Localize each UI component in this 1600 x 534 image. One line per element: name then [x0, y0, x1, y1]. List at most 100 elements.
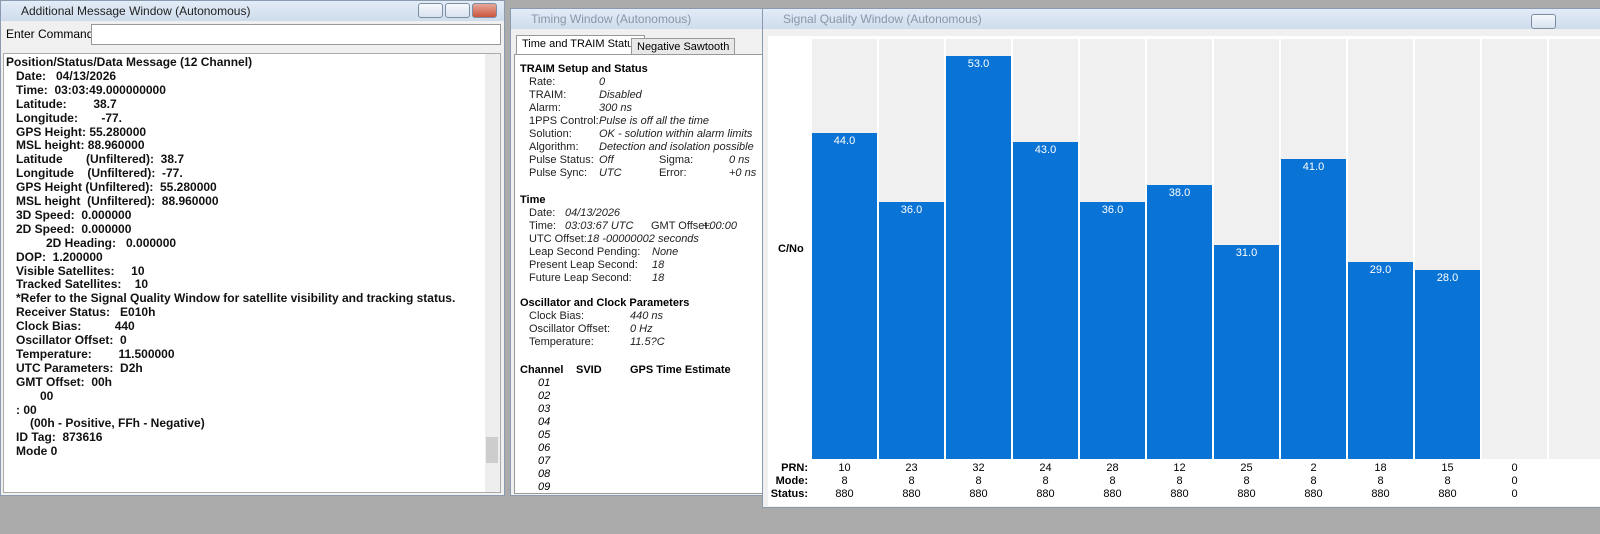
- row-label: Mode:: [775, 475, 808, 487]
- channel-number: 02: [538, 390, 551, 402]
- field-label: Leap Second Pending:: [529, 246, 641, 258]
- prn-value: 0: [1511, 462, 1518, 474]
- field-label: Time:: [529, 220, 557, 232]
- field-label: Error:: [659, 167, 687, 179]
- channel-column: [1482, 39, 1547, 459]
- signal-window: Signal Quality Window (Autonomous) C/No 4…: [762, 8, 1600, 508]
- status-value: 880: [835, 488, 854, 500]
- status-value: 880: [1036, 488, 1055, 500]
- status-value: 880: [1438, 488, 1457, 500]
- bar-value-label: 31.0: [1235, 246, 1258, 259]
- command-label: Enter Command:: [6, 27, 97, 41]
- tab[interactable]: Negative Sawtooth: [631, 38, 736, 55]
- message-line: *Refer to the Signal Quality Window for …: [16, 291, 456, 306]
- field-label: Pulse Sync:: [529, 167, 588, 179]
- signal-bar: [1147, 184, 1212, 459]
- message-line: 00: [40, 388, 54, 403]
- scrollbar[interactable]: [485, 54, 500, 492]
- mode-value: 8: [1042, 475, 1049, 487]
- mode-value: 0: [1511, 475, 1518, 487]
- field-label: Algorithm:: [529, 141, 579, 153]
- message-line: MSL height (Unfiltered): 88.960000: [16, 194, 219, 208]
- mode-value: 8: [1109, 475, 1116, 487]
- field-label: Solution:: [529, 128, 572, 140]
- timing-window: Timing Window (Autonomous) Time and TRAI…: [510, 8, 800, 496]
- field-label: Alarm:: [529, 102, 561, 114]
- field-label: Sigma:: [659, 154, 694, 166]
- message-line: Position/Status/Data Message (12 Channel…: [6, 55, 253, 69]
- signal-bar: [1415, 270, 1480, 459]
- prn-value: 15: [1441, 462, 1454, 474]
- prn-value: 12: [1173, 462, 1186, 474]
- field-label: Future Leap Second:: [529, 272, 632, 284]
- message-line: Time: 03:03:49.000000000: [16, 82, 166, 97]
- bar-value-label: 44.0: [833, 135, 856, 148]
- section-heading: TRAIM Setup and Status: [520, 63, 648, 75]
- bar-value-label: 28.0: [1436, 272, 1459, 285]
- channel-header: Channel: [520, 364, 564, 376]
- message-line: Oscillator Offset: 0: [16, 333, 127, 347]
- command-input[interactable]: [91, 24, 501, 45]
- close-button[interactable]: [472, 3, 497, 18]
- field-label: Oscillator Offset:: [529, 323, 611, 335]
- row-label: Status:: [770, 488, 808, 500]
- row-label: PRN:: [781, 462, 808, 474]
- channel-column: [1549, 39, 1600, 459]
- status-value: 880: [969, 488, 988, 500]
- field-value: 03:03:67 UTC: [565, 220, 634, 232]
- prn-value: 18: [1374, 462, 1387, 474]
- signal-bar: [1080, 201, 1145, 459]
- message-line: GPS Height (Unfiltered): 55.280000: [16, 180, 217, 195]
- signal-bar: [1281, 159, 1346, 459]
- channel-number: 03: [538, 403, 551, 415]
- mode-value: 8: [1176, 475, 1183, 487]
- signal-bar: [1013, 141, 1078, 459]
- message-line: Date: 04/13/2026: [16, 68, 117, 83]
- message-body: Position/Status/Data Message (12 Channel…: [3, 53, 501, 493]
- field-label: TRAIM:: [529, 89, 567, 101]
- bar-value-label: 29.0: [1369, 263, 1392, 276]
- message-line: : 00: [16, 402, 37, 417]
- field-label: Temperature:: [529, 336, 594, 348]
- message-line: ID Tag: 873616: [16, 430, 103, 445]
- tab[interactable]: Time and TRAIM Status: [516, 35, 645, 55]
- message-line: 2D Heading: 0.000000: [46, 235, 177, 250]
- maximize-button[interactable]: [445, 3, 470, 18]
- signal-bar: [1214, 244, 1279, 459]
- status-value: 880: [1170, 488, 1189, 500]
- field-value: OK - solution within alarm limits: [599, 128, 753, 140]
- field-label: Present Leap Second:: [529, 259, 638, 271]
- field-value: None: [652, 246, 679, 258]
- tab-panel: TRAIM Setup and Status Rate: 0 TRAIM: Disabl…: [514, 54, 799, 494]
- message-line: Longitude: -77.: [16, 110, 122, 125]
- prn-value: 10: [838, 462, 851, 474]
- message-line: 3D Speed: 0.000000: [16, 207, 132, 222]
- field-value: 18: [652, 272, 665, 284]
- message-line: (00h - Positive, FFh - Negative): [30, 416, 205, 431]
- status-value: 880: [1371, 488, 1390, 500]
- message-line: GPS Height: 55.280000: [16, 124, 147, 139]
- channel-number: 01: [538, 377, 551, 389]
- status-value: 880: [902, 488, 921, 500]
- field-value: +0 ns: [729, 167, 757, 179]
- minimize-button[interactable]: [1531, 14, 1556, 29]
- message-line: GMT Offset: 00h: [16, 374, 113, 389]
- status-value: 880: [1304, 488, 1323, 500]
- field-value: 18: [652, 259, 665, 271]
- field-value: 04/13/2026: [565, 207, 621, 219]
- scroll-thumb[interactable]: [486, 437, 498, 463]
- message-line: 2D Speed: 0.000000: [16, 221, 132, 236]
- message-line: Latitude (Unfiltered): 38.7: [16, 152, 185, 167]
- minimize-button[interactable]: [418, 3, 443, 18]
- field-value: Detection and isolation possible: [599, 141, 754, 153]
- channel-number: 04: [538, 416, 551, 428]
- bar-value-label: 38.0: [1168, 186, 1191, 199]
- channel-number: 09: [538, 481, 551, 493]
- message-line: MSL height: 88.960000: [16, 138, 145, 153]
- mode-value: 8: [841, 475, 848, 487]
- channel-header: GPS Time Estimate: [630, 364, 731, 376]
- field-value: Pulse is off all the time: [599, 115, 710, 127]
- bar-value-label: 36.0: [900, 203, 923, 216]
- message-window: Additional Message Window (Autonomous) E…: [0, 0, 505, 496]
- field-value: 0 ns: [729, 154, 750, 166]
